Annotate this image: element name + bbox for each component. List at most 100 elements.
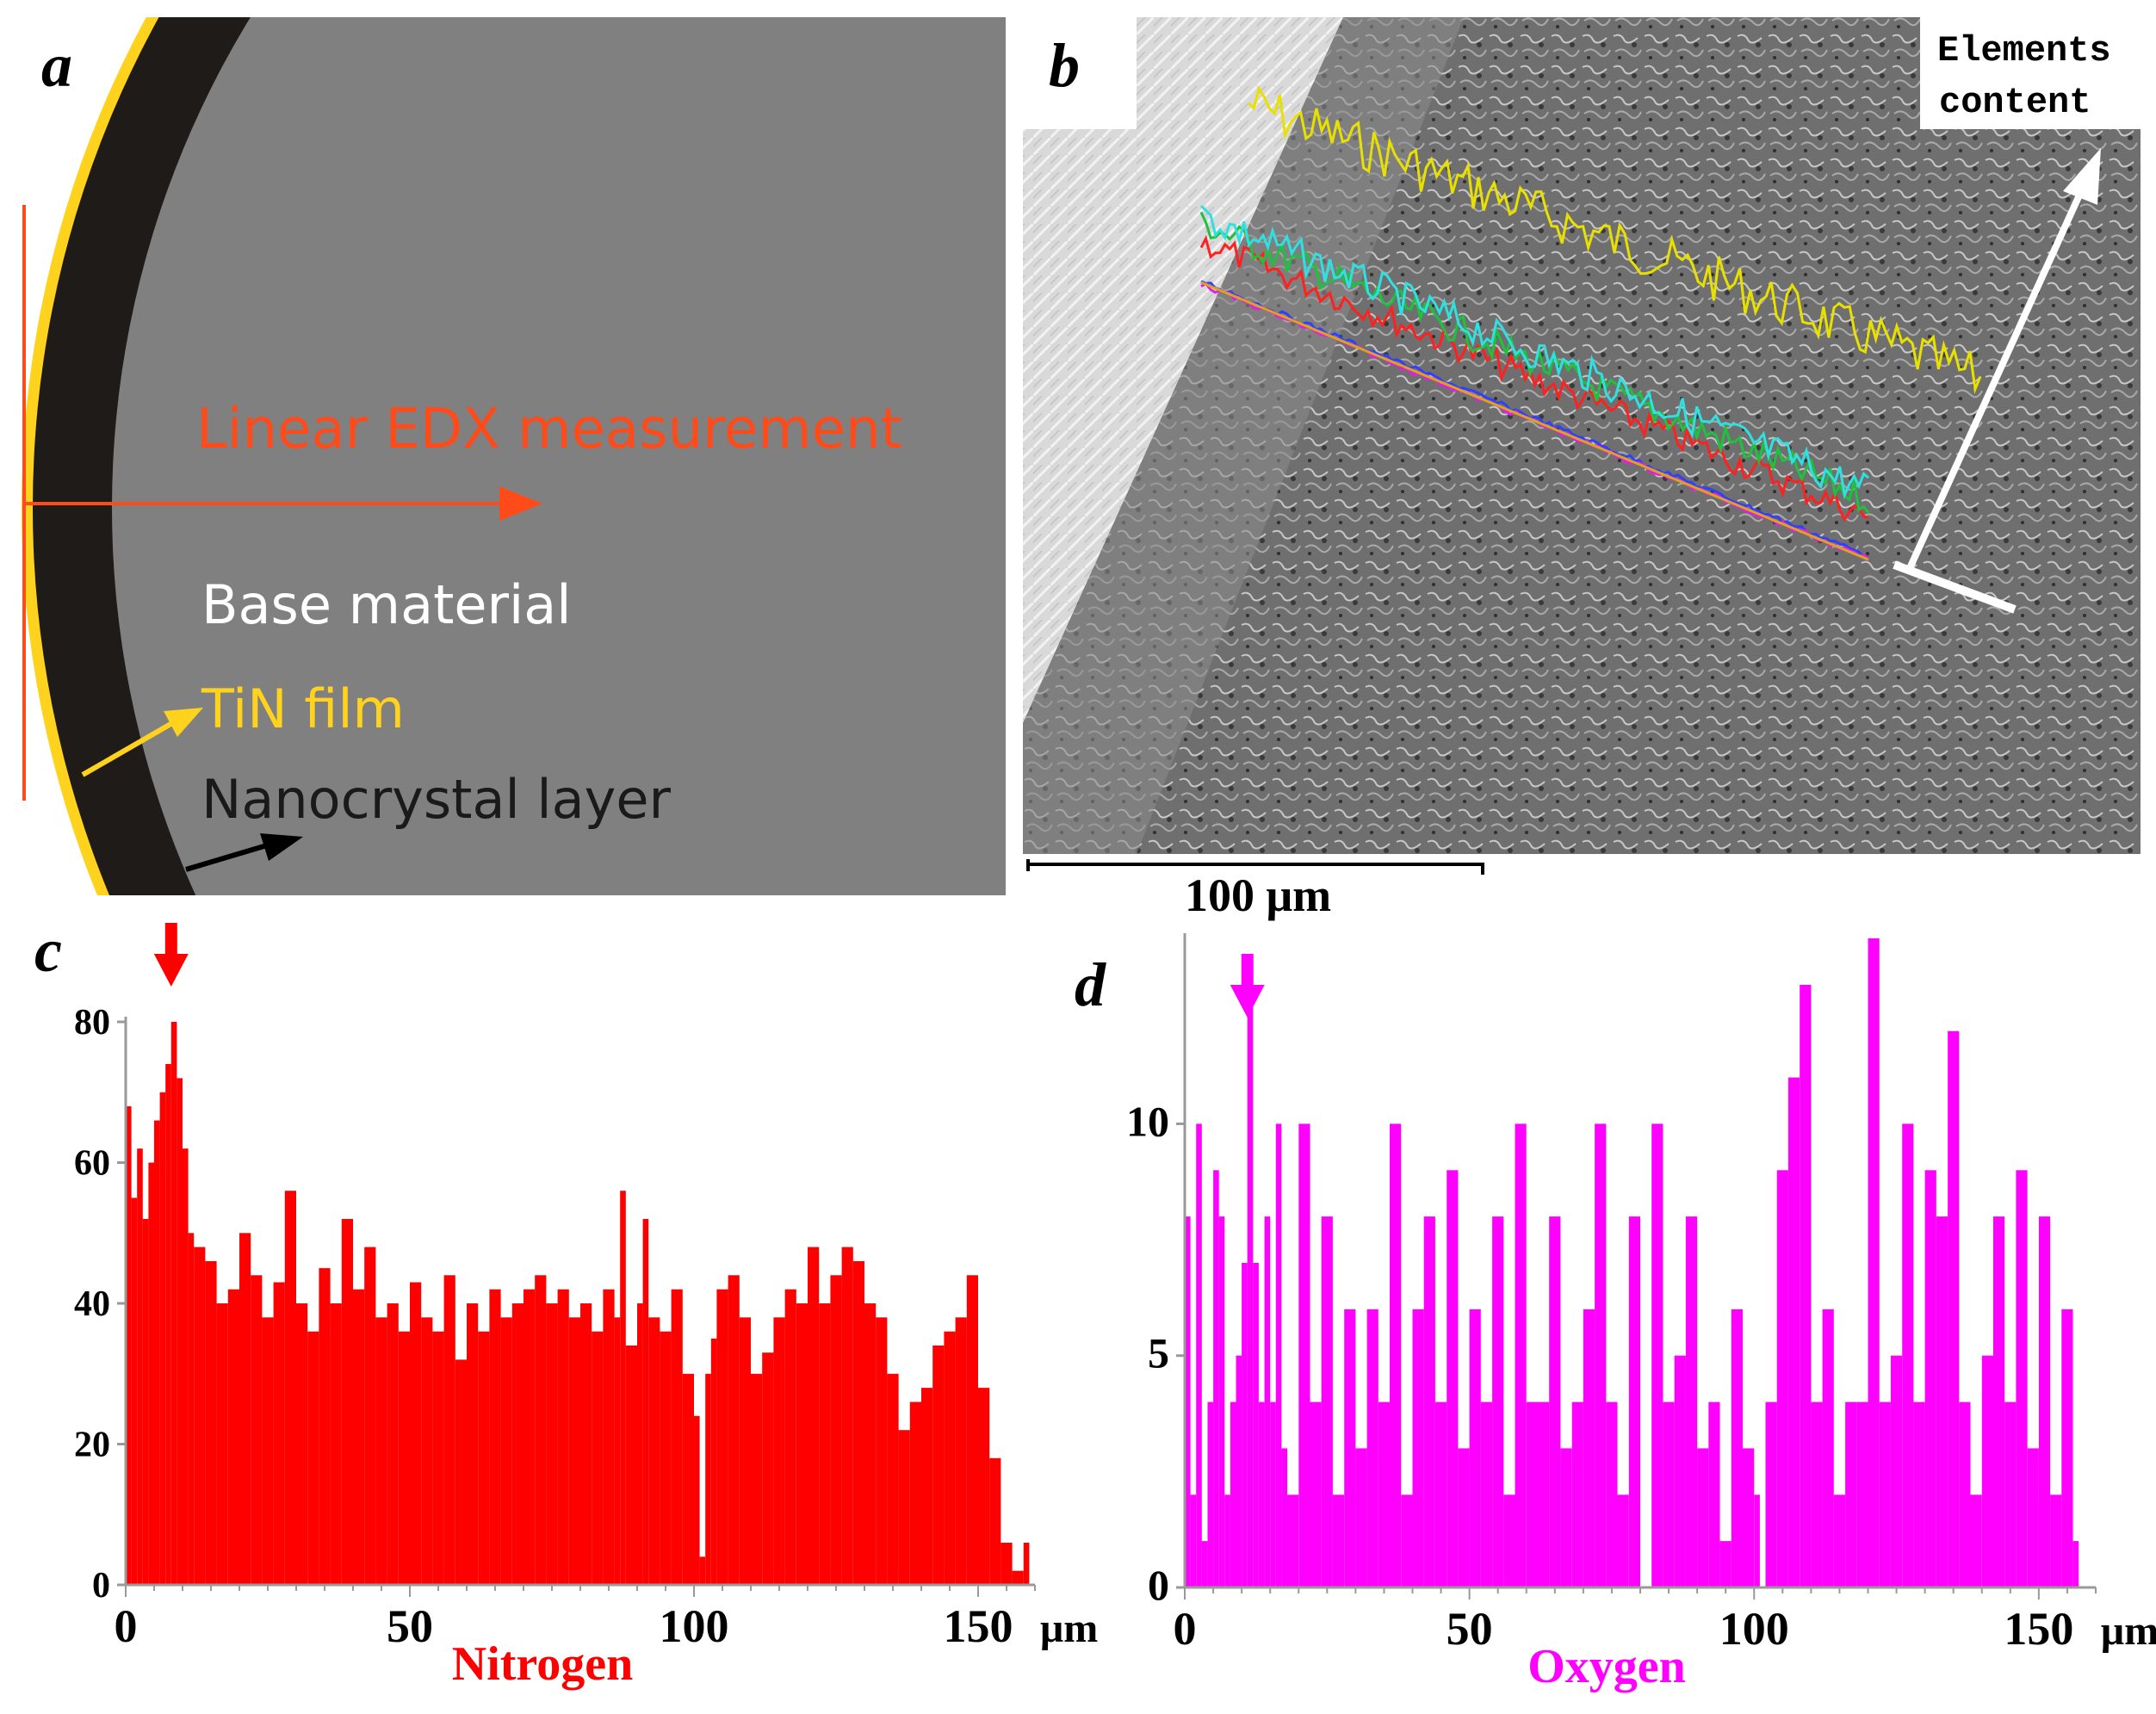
data-bar [1242,1263,1248,1587]
y-tick-label: 5 [1148,1329,1169,1377]
data-bar [784,1289,796,1585]
panel-letter-b: b [1049,31,1080,100]
data-bar [524,1289,536,1585]
data-bar [887,1373,899,1586]
y-tick-label: 10 [1126,1097,1169,1145]
panel-letter-d: d [1075,950,1106,1019]
x-unit-label: μm [1040,1606,1098,1651]
panel-letter-c: c [34,916,62,985]
data-bar [614,1317,621,1585]
data-bar [170,1022,177,1585]
data-bar [1001,1543,1013,1585]
data-bar [557,1289,569,1585]
data-bar [1913,1402,1925,1587]
data-bar [1595,1123,1607,1587]
data-bar [762,1352,774,1585]
edx-label: Linear EDX measurement [196,398,902,461]
data-bar [728,1275,740,1585]
sem-red-trace [1199,234,1869,523]
data-bar [716,1289,728,1585]
data-bar [262,1317,274,1585]
x-tick-label: 100 [660,1600,729,1652]
tin-film-label: TiN film [201,678,405,740]
data-bar [1583,1309,1595,1587]
data-bar [1332,1494,1345,1587]
scale-bar [1026,859,1484,875]
data-bar [864,1303,877,1585]
data-bar [216,1303,228,1585]
elements-baseline-bar [1893,560,2017,614]
data-bar [2016,1170,2028,1587]
data-bar [1685,1216,1698,1587]
data-bar [1390,1123,1402,1587]
data-bar [1185,1216,1191,1587]
data-bar [603,1289,615,1585]
data-bar [830,1275,842,1585]
data-bar [671,1289,683,1585]
data-bar [1811,1402,1823,1587]
chart-title: Nitrogen [452,1637,634,1691]
data-bar [1196,1123,1202,1587]
data-bar [1253,1263,1259,1587]
data-bar [819,1303,831,1585]
data-bar [205,1261,217,1585]
data-bar [1012,1570,1024,1585]
data-bar [694,1415,700,1585]
data-bar [1549,1216,1561,1587]
data-bar [142,1218,149,1585]
data-bar [1800,984,1812,1587]
nanocrystal-label: Nanocrystal layer [201,768,671,831]
data-bar [1743,1448,1755,1587]
data-bar [739,1317,751,1585]
data-bar [1310,1402,1322,1587]
data-bar [944,1331,956,1585]
data-bar [1218,1216,1225,1587]
data-bar [137,1148,143,1585]
data-bar [126,1106,132,1585]
data-bar [1754,1494,1760,1587]
data-bar [1469,1309,1481,1587]
scale-bar-label: 100 μm [1185,869,1331,921]
data-bar [705,1373,711,1586]
data-bar [660,1331,672,1585]
data-bar [2038,1216,2051,1587]
peak-marker-shaft [1241,954,1254,988]
data-bar [1287,1494,1299,1587]
data-bar [2004,1402,2017,1587]
data-bar [489,1289,501,1585]
panel-letter-a: a [41,31,72,100]
tin-pointer-head [164,708,203,737]
y-tick-label: 0 [92,1566,110,1606]
data-bar [330,1303,342,1585]
data-bar [273,1282,285,1585]
data-bar [1423,1216,1435,1587]
data-bar [580,1303,592,1585]
data-bar [432,1331,444,1585]
data-bar [1435,1402,1447,1587]
data-bar [1378,1402,1390,1587]
data-bar [1298,1123,1310,1587]
data-bar [932,1346,945,1585]
tin-pointer-line [81,721,174,777]
y-tick-label: 40 [74,1284,110,1324]
data-bar [319,1268,331,1585]
data-bar [1651,1123,1663,1587]
data-bar [1492,1216,1504,1587]
nano-pointer-line [185,843,268,872]
data-bar [625,1346,637,1585]
data-bar [1902,1123,1914,1587]
x-tick-label: 0 [1174,1603,1197,1655]
data-bar [1845,1402,1857,1587]
data-bar [296,1303,308,1585]
x-unit-label: μm [2101,1608,2156,1654]
data-bar [568,1317,580,1585]
x-tick-label: 50 [1447,1603,1493,1655]
data-bar [1560,1448,1572,1587]
data-bar [1503,1494,1515,1587]
sem-cover-letter [1023,17,1137,129]
data-bar [1366,1309,1378,1587]
data-bar [642,1218,649,1585]
data-bar [909,1402,921,1585]
data-bar [398,1331,410,1585]
data-bar [177,1078,183,1585]
